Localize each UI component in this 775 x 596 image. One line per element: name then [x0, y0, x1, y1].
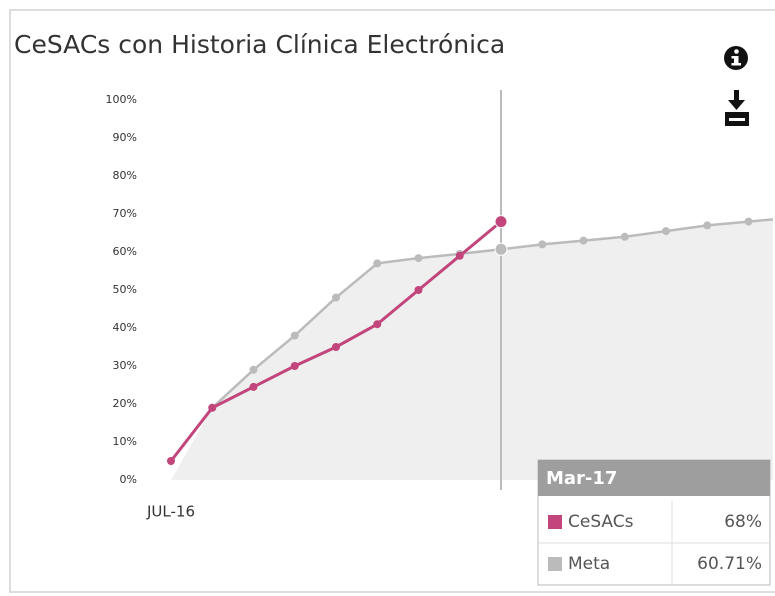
y-tick-label: 10%	[113, 435, 137, 448]
point	[744, 217, 753, 226]
download-icon[interactable]	[725, 90, 749, 126]
point	[662, 227, 670, 236]
point	[703, 221, 712, 230]
tooltip-header	[538, 460, 770, 496]
y-tick-label: 30%	[113, 359, 137, 372]
tooltip-value: 60.71%	[697, 554, 762, 574]
point	[249, 365, 258, 374]
chart-title: CeSACs con Historia Clínica Electrónica	[14, 30, 505, 59]
frame	[9, 9, 775, 593]
point	[249, 382, 258, 391]
point	[290, 362, 299, 370]
legend-label: CeSACs	[568, 512, 634, 532]
point	[414, 286, 423, 294]
legend-swatch	[548, 515, 562, 529]
y-tick-label: 20%	[113, 397, 137, 410]
y-tick-label: 40%	[113, 321, 137, 334]
point	[494, 242, 508, 256]
point	[620, 232, 629, 241]
y-tick-label: 60%	[113, 245, 137, 258]
info-icon[interactable]	[724, 46, 748, 70]
tooltip-value: 68%	[724, 512, 762, 532]
legend-swatch	[548, 557, 562, 571]
y-tick-label: 70%	[113, 207, 137, 220]
point	[494, 215, 508, 229]
y-tick-label: 50%	[113, 283, 137, 296]
point	[332, 293, 340, 302]
y-tick-label: 0%	[120, 473, 137, 486]
point	[373, 320, 382, 329]
x-tick-label: JUL-16	[146, 503, 195, 521]
meta-area	[171, 219, 773, 480]
y-tick-label: 80%	[113, 169, 137, 182]
point	[579, 236, 588, 245]
y-tick-label: 90%	[113, 131, 137, 144]
legend-label: Meta	[568, 554, 610, 574]
point	[538, 240, 547, 249]
point	[414, 254, 423, 263]
point	[373, 259, 382, 268]
point	[208, 403, 217, 412]
point	[455, 251, 464, 260]
point	[332, 343, 340, 351]
tooltip: Mar-17 CeSACs 68% Meta 60.71%	[537, 459, 771, 586]
y-tick-label: 100%	[106, 93, 137, 106]
point	[167, 457, 175, 465]
point	[290, 331, 299, 340]
tooltip-title: Mar-17	[546, 468, 617, 489]
